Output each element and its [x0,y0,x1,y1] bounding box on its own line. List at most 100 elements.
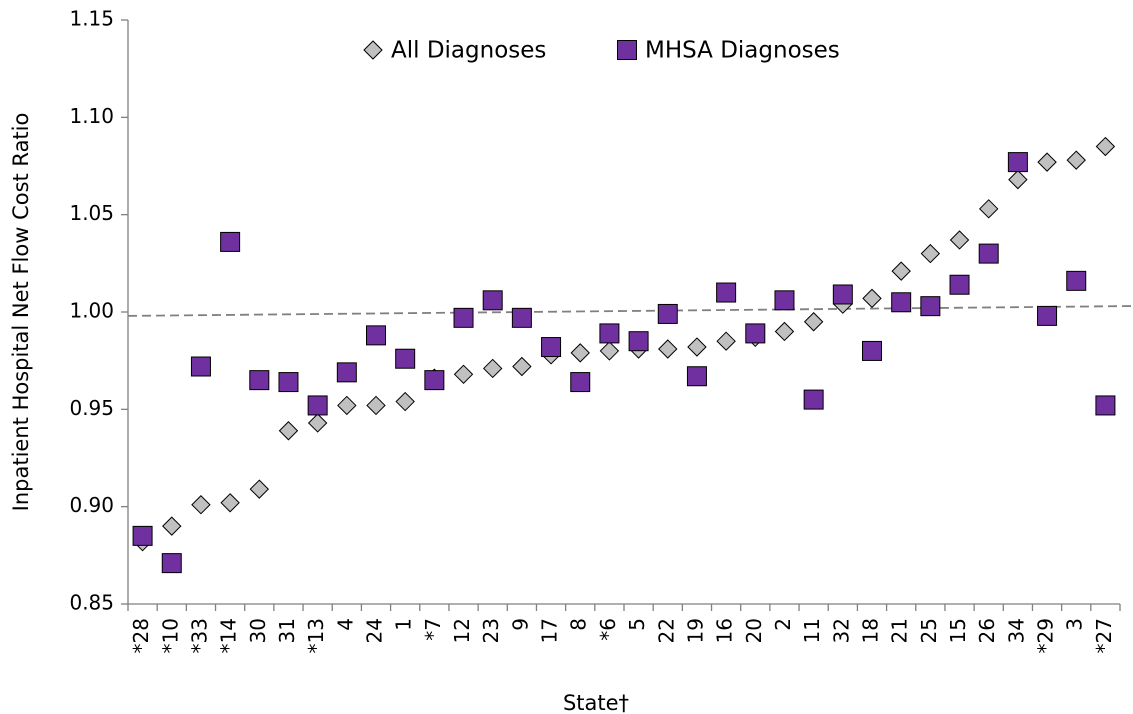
diamond-point [803,312,824,332]
square-point [745,323,766,344]
diamond-point [337,395,357,416]
diamond-point [716,331,736,351]
square-point [1037,305,1058,326]
y-tick-label: 0.85 [69,591,114,615]
square-point [978,243,999,264]
legend-label: MHSA Diagnoses [645,38,840,64]
square-point [862,340,882,361]
square-point [803,389,824,410]
x-tick-label: 4 [333,618,357,631]
y-tick-label: 1.15 [69,7,114,31]
x-tick-label: *14 [217,618,241,653]
diamond-point [570,343,590,363]
diamond-point [774,321,795,342]
x-tick-label: 11 [800,618,824,643]
x-tick-label: 19 [683,618,707,643]
diamond-point [891,261,911,281]
legend-marker [363,40,383,60]
x-tick-label: *29 [1034,618,1058,653]
x-tick-label: 23 [479,618,503,643]
square-point [190,356,211,377]
square-point [1007,152,1028,173]
x-tick-label: 3 [1063,618,1087,631]
x-tick-label: 8 [567,618,591,631]
square-point [949,274,970,295]
square-point [511,307,532,328]
diamond-point [395,391,415,412]
y-tick-label: 1.00 [69,299,114,323]
diamond-point [949,230,970,250]
x-tick-label: *7 [421,618,445,641]
x-tick-label: 30 [246,618,270,643]
x-tick-label: *6 [596,618,620,641]
diamond-point [1095,136,1116,157]
diamond-point [687,337,707,357]
diamond-point [249,479,270,499]
square-point [774,290,795,311]
x-tick-label: *33 [187,618,211,653]
square-point [453,307,474,328]
x-tick-label: 24 [363,618,387,643]
square-point [716,282,737,303]
x-tick-label: 1 [392,618,416,631]
x-tick-label: *10 [158,618,182,653]
x-tick-label: *28 [129,618,153,653]
diamond-point [220,493,240,513]
x-tick-label: 5 [625,618,649,631]
x-tick-label: 12 [450,618,474,643]
square-point [336,362,357,383]
x-tick-label: *13 [304,618,328,653]
diamond-point [278,421,299,441]
x-tick-label: 31 [275,618,299,643]
x-tick-label: 22 [654,618,678,643]
diamond-point [307,413,328,433]
y-tick-label: 1.10 [69,104,114,128]
square-point [161,553,182,574]
x-tick-label: 34 [1004,618,1028,643]
legend-marker [617,40,637,60]
square-point [395,348,416,369]
square-point [1095,395,1116,416]
square-point [132,525,153,546]
square-point [482,290,503,311]
square-point [920,296,941,317]
trendline [127,305,1133,317]
square-point [541,337,562,358]
diamond-point [862,288,882,309]
x-tick-label: 9 [508,618,532,631]
diamond-point [482,358,503,379]
x-tick-label: *27 [1092,618,1116,653]
diamond-point [920,243,941,264]
diamond-point [366,395,386,416]
y-tick-label: 0.95 [69,396,114,420]
diamond-point [191,495,211,515]
diamond-point [512,356,532,377]
diamond-point [978,199,999,219]
diamond-point [162,516,182,536]
x-tick-label: 18 [859,618,883,643]
square-point [278,372,299,393]
y-axis-title: Inpatient Hospital Net Flow Cost Ratio [9,113,33,512]
y-tick-label: 1.05 [69,201,114,225]
x-tick-label: 25 [917,618,941,643]
square-point [657,303,678,324]
square-point [220,231,241,252]
square-point [832,284,853,305]
square-point [686,366,707,387]
y-tick-label: 0.90 [69,493,114,517]
square-point [307,395,328,416]
square-point [891,292,912,313]
diamond-point [1066,150,1086,170]
diamond-point [1008,169,1028,190]
square-point [366,325,386,346]
x-tick-label: 32 [829,618,853,643]
square-point [249,370,270,391]
square-point [424,370,445,391]
x-tick-label: 20 [742,618,766,643]
diamond-point [453,364,474,385]
square-point [628,331,649,352]
x-tick-label: 16 [713,618,737,643]
diamond-point [599,341,620,361]
square-point [570,372,591,393]
